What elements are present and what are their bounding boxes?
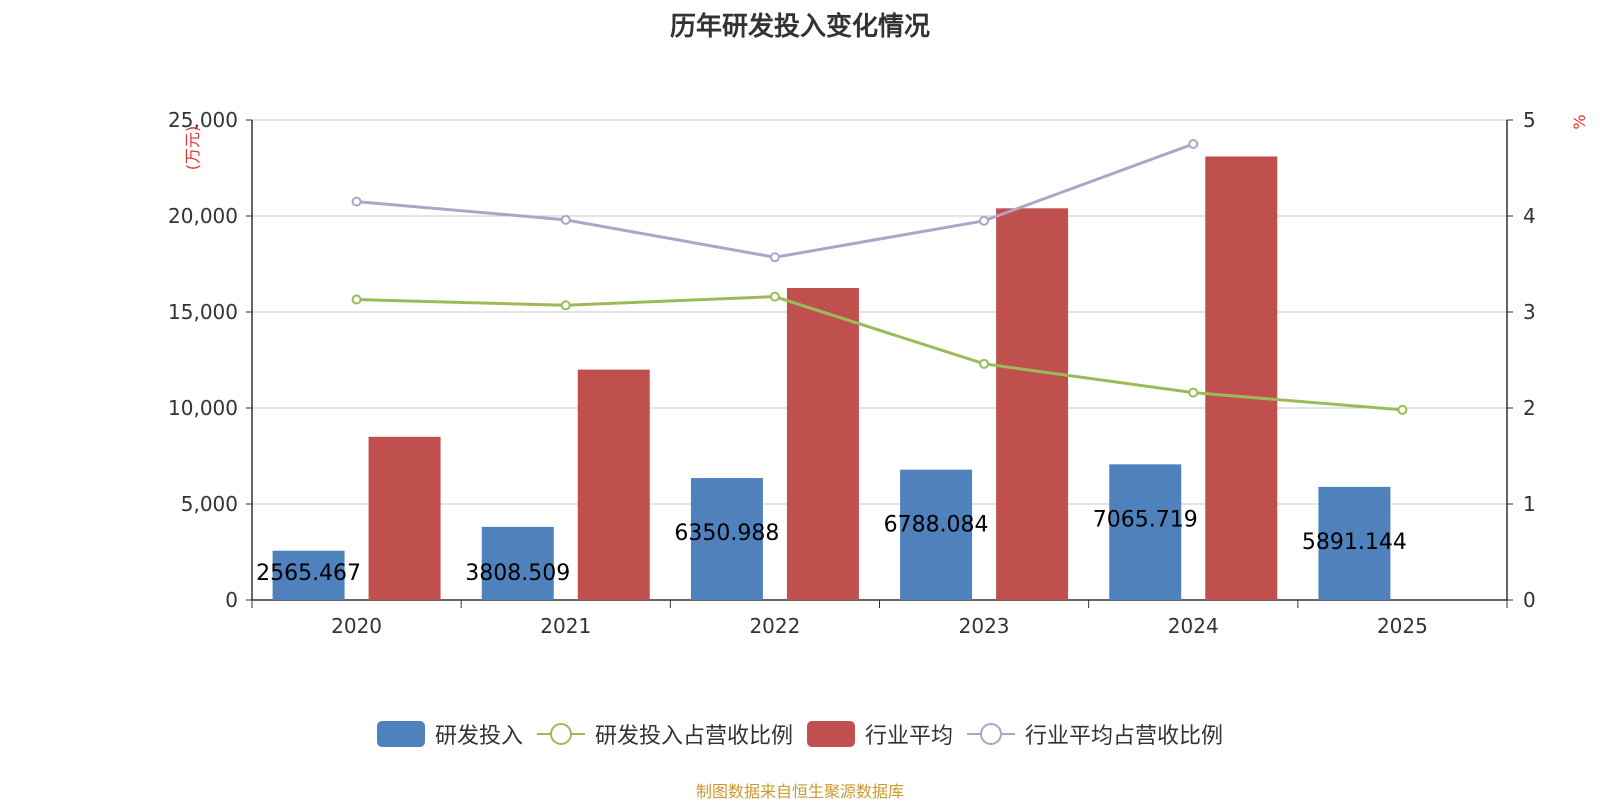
legend-swatch-bar-red <box>807 721 855 747</box>
bar-data-label: 7065.719 <box>1093 507 1198 532</box>
bar-industry-average <box>368 436 441 600</box>
point-industry-ratio <box>351 196 362 207</box>
legend-swatch-line-purple <box>967 723 1016 745</box>
bar-data-label: 2565.467 <box>256 561 361 586</box>
bar-rd-investment <box>900 469 973 600</box>
y-left-tick-label: 20,000 <box>168 204 238 228</box>
point-rd-ratio <box>351 294 362 305</box>
legend-swatch-bar-blue <box>376 721 425 747</box>
bar-industry-average <box>996 208 1069 600</box>
bar-industry-average <box>1205 156 1278 601</box>
x-tick-label: 2024 <box>1168 614 1219 638</box>
x-tick-label: 2020 <box>331 614 382 638</box>
line-rd-ratio <box>356 295 1403 412</box>
point-rd-ratio <box>560 300 571 311</box>
source-note: 制图数据来自恒生聚源数据库 <box>695 782 904 801</box>
y-left-tick-label: 10,000 <box>168 396 238 420</box>
y-left-tick-label: 15,000 <box>168 300 238 324</box>
x-tick-label: 2023 <box>959 614 1010 638</box>
bar-rd-investment <box>272 550 345 600</box>
legend-label: 行业平均 <box>865 724 954 749</box>
bar-rd-investment <box>1109 464 1182 600</box>
legend-label: 行业平均占营收比例 <box>1025 724 1224 749</box>
bar-industry-average <box>577 369 650 600</box>
y-right-tick-label: 5 <box>1523 108 1536 132</box>
y-left-tick-label: 5,000 <box>181 492 238 516</box>
point-industry-ratio <box>769 252 780 263</box>
y-left-tick-label: 25,000 <box>168 108 238 132</box>
y-left-unit: (万元) <box>183 126 202 171</box>
bar-data-label: 6350.988 <box>674 521 779 546</box>
point-rd-ratio <box>769 291 780 302</box>
legend-item-rd-ratio[interactable]: 研发投入占营收比例 <box>536 718 793 750</box>
legend-item-industry-ratio[interactable]: 行业平均占营收比例 <box>967 718 1223 750</box>
bar-rd-investment <box>690 478 763 600</box>
point-industry-ratio <box>979 215 990 226</box>
legend: 研发投入 研发投入占营收比例 行业平均 行业平均占营收比例 <box>0 718 1600 750</box>
y-right-tick-label: 2 <box>1523 396 1536 420</box>
chart-title: 历年研发投入变化情况 <box>669 12 930 42</box>
legend-item-rd-investment[interactable]: 研发投入 <box>376 718 523 750</box>
legend-item-industry-average[interactable]: 行业平均 <box>807 718 953 750</box>
bar-data-label: 3808.509 <box>465 561 570 586</box>
y-right-tick-label: 0 <box>1523 588 1536 612</box>
bar-industry-average <box>786 288 859 600</box>
point-industry-ratio <box>1188 139 1199 149</box>
point-rd-ratio <box>979 358 990 369</box>
chart-plot: 0 5,000 10,000 15,000 20,000 25,000 0 1 2 3 4 5 (万元)… <box>168 108 1589 638</box>
bar-rd-investment <box>1318 486 1391 600</box>
x-tick-label: 2022 <box>749 614 800 638</box>
legend-label: 研发投入 <box>434 724 523 749</box>
point-rd-ratio <box>1397 404 1408 415</box>
bar-rd-investment <box>481 526 554 600</box>
x-tick-label: 2021 <box>540 614 591 638</box>
y-right-unit: % <box>1570 114 1589 129</box>
point-rd-ratio <box>1188 387 1199 398</box>
y-right-tick-label: 1 <box>1523 492 1536 516</box>
bar-data-label: 6788.084 <box>884 513 989 538</box>
legend-swatch-line-green <box>536 723 585 745</box>
bar-data-label: 5891.144 <box>1302 530 1407 555</box>
y-right-tick-label: 3 <box>1523 300 1536 324</box>
y-right-tick-label: 4 <box>1523 204 1536 228</box>
x-tick-label: 2025 <box>1377 614 1428 638</box>
y-left-tick-label: 0 <box>225 588 238 612</box>
legend-label: 研发投入占营收比例 <box>594 724 793 749</box>
point-industry-ratio <box>560 214 571 225</box>
